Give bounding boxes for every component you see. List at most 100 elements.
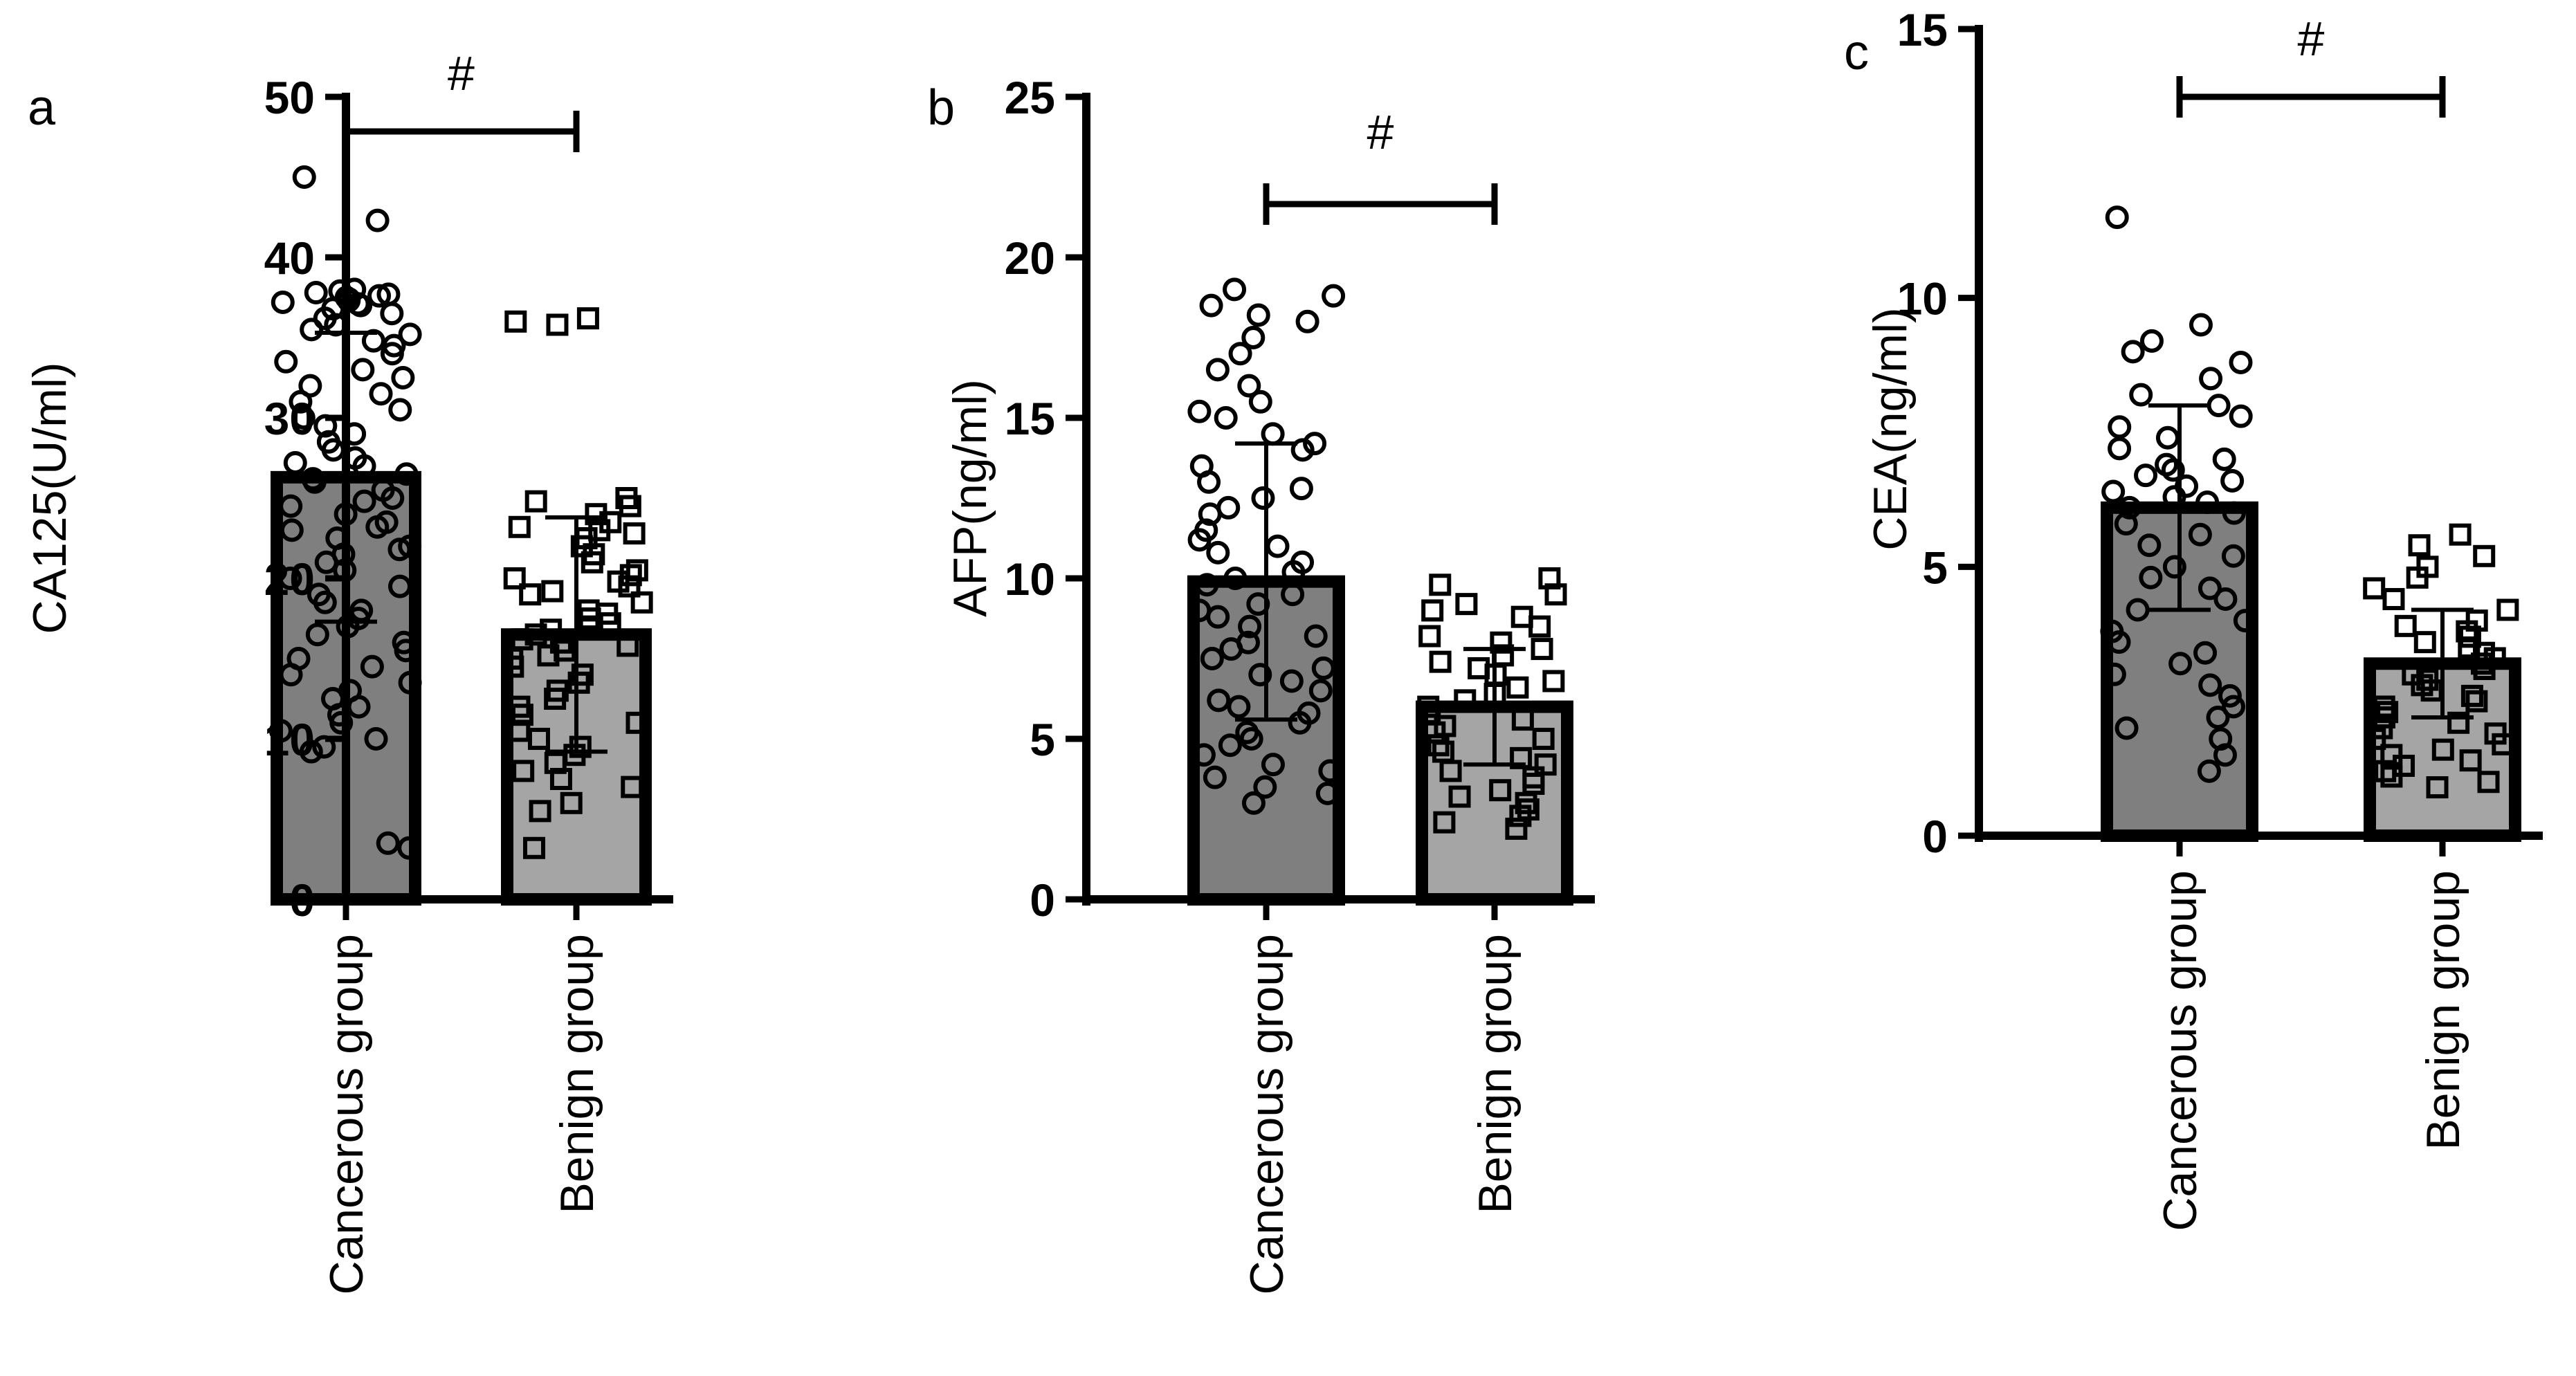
- data-point: [1214, 406, 1238, 430]
- data-point: [2459, 749, 2482, 772]
- data-point: [2108, 437, 2132, 461]
- y-axis-label: CA125(U/ml): [24, 363, 76, 634]
- data-point: [1281, 560, 1306, 584]
- data-point: [1418, 625, 1441, 648]
- data-point: [1505, 817, 1528, 840]
- data-point: [2199, 367, 2223, 391]
- y-tick-label: 0: [289, 874, 315, 926]
- x-tick-label: Benign group: [2417, 870, 2469, 1150]
- data-point: [1322, 284, 1346, 308]
- y-tick-label: 40: [264, 232, 315, 284]
- data-point: [1241, 326, 1266, 349]
- significance-marker: #: [2298, 12, 2325, 66]
- data-point: [1253, 775, 1277, 799]
- data-point: [271, 290, 295, 314]
- panel-b: b AFP(ng/ml) 0 5 10 15 20 25 Cancerous group Beni…: [927, 72, 1595, 1295]
- data-point: [398, 534, 422, 558]
- data-point: [1241, 791, 1266, 815]
- data-point: [391, 366, 415, 389]
- data-point: [1246, 303, 1270, 327]
- data-point: [352, 489, 376, 513]
- data-point: [2413, 631, 2436, 654]
- data-point: [279, 663, 303, 687]
- data-point: [2129, 383, 2153, 407]
- data-point: [519, 583, 542, 606]
- data-point: [2380, 765, 2403, 788]
- y-tick-label: 10: [264, 714, 315, 765]
- data-point: [2207, 394, 2231, 418]
- data-point: [2218, 684, 2242, 708]
- data-point: [1206, 540, 1230, 565]
- data-point: [367, 284, 392, 308]
- data-point: [280, 518, 304, 542]
- data-point: [1511, 708, 1534, 731]
- data-point: [1195, 573, 1219, 597]
- data-point: [2374, 760, 2397, 782]
- y-tick-label: 15: [1005, 393, 1055, 444]
- data-point: [365, 208, 390, 232]
- data-point: [283, 450, 307, 475]
- data-point: [1542, 670, 1565, 692]
- data-point: [2473, 544, 2496, 567]
- data-point: [2137, 533, 2162, 558]
- data-point: [2206, 705, 2230, 729]
- data-point: [2408, 534, 2431, 557]
- data-point: [1290, 438, 1315, 462]
- y-tick-label: 50: [264, 72, 315, 123]
- data-point: [1223, 277, 1247, 302]
- data-point: [2212, 447, 2236, 471]
- data-point: [2162, 555, 2186, 579]
- data-point: [567, 671, 590, 694]
- data-point: [2188, 522, 2212, 547]
- data-point: [623, 522, 646, 545]
- data-point: [274, 349, 298, 374]
- data-point: [1227, 695, 1251, 719]
- data-point: [1454, 689, 1477, 712]
- data-point: [2197, 759, 2221, 783]
- data-point: [364, 727, 388, 751]
- y-tick-label: 5: [1030, 714, 1055, 765]
- data-point: [388, 398, 412, 422]
- data-point: [577, 615, 600, 638]
- y-axis-label: AFP(ng/ml): [944, 379, 996, 617]
- data-point: [1266, 534, 1290, 558]
- data-point: [1429, 574, 1452, 596]
- data-point: [1544, 583, 1567, 606]
- data-point: [304, 281, 328, 305]
- data-point: [508, 515, 531, 538]
- data-point: [1429, 650, 1452, 673]
- data-point: [2492, 733, 2514, 755]
- data-point: [314, 550, 338, 574]
- data-point: [313, 590, 337, 614]
- data-point: [2465, 690, 2488, 713]
- data-point: [2114, 716, 2139, 740]
- data-point: [2431, 738, 2454, 761]
- data-point: [1223, 567, 1248, 590]
- panel-label: b: [927, 80, 955, 136]
- y-tick-label: 25: [1005, 72, 1055, 123]
- data-point: [1191, 743, 1216, 767]
- data-point: [621, 776, 643, 798]
- x-tick-label: Cancerous group: [320, 934, 373, 1295]
- data-point: [1238, 614, 1262, 639]
- data-point: [2449, 523, 2472, 546]
- data-point: [2229, 350, 2253, 374]
- data-point: [351, 358, 375, 382]
- y-axis-label: CEA(ng/ml): [1864, 307, 1917, 550]
- data-point: [1490, 631, 1513, 654]
- data-point: [398, 322, 422, 347]
- data-point: [2222, 695, 2246, 719]
- data-point: [381, 486, 405, 510]
- data-point: [2101, 479, 2126, 504]
- data-point: [349, 293, 373, 318]
- data-point: [387, 574, 412, 598]
- data-point: [1200, 647, 1224, 670]
- data-point: [2198, 576, 2222, 600]
- data-point: [2229, 404, 2253, 428]
- data-point: [1506, 676, 1529, 699]
- data-point: [2213, 587, 2238, 611]
- data-point: [360, 654, 384, 679]
- data-point: [2496, 598, 2519, 621]
- data-point: [546, 313, 569, 336]
- data-point: [2126, 598, 2150, 622]
